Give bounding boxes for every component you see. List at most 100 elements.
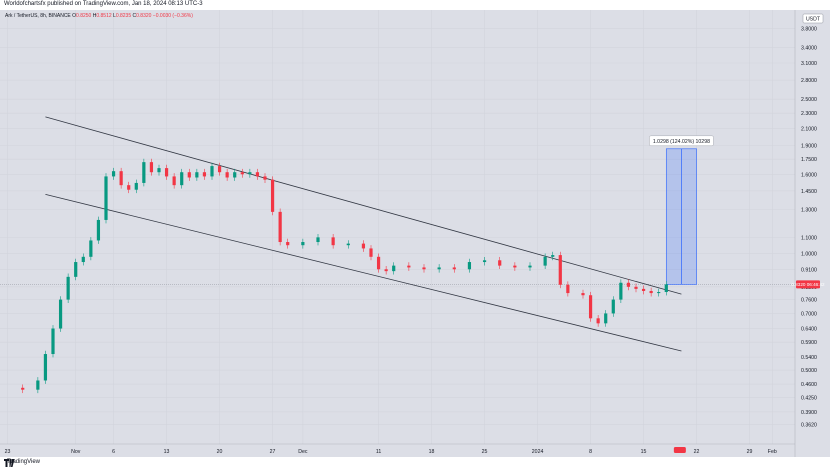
y-tick-label: 3.1000 [801, 61, 817, 67]
candle-body [217, 166, 222, 173]
y-tick-label: 3.8000 [801, 27, 817, 33]
candle-body [119, 171, 123, 186]
x-tick-label: 6 [112, 449, 115, 455]
candle-body [286, 242, 290, 246]
candle-body [96, 219, 101, 241]
candle-body [619, 282, 623, 300]
x-tick-label: 13 [164, 449, 170, 455]
x-tick-label: 27 [270, 449, 276, 455]
x-tick-label: 25 [482, 449, 488, 455]
candle-body [566, 284, 570, 294]
candle-body [604, 313, 608, 324]
candle-body [611, 299, 615, 314]
y-tick-label: 1.6000 [801, 172, 817, 178]
tradingview-brand: TradingView [7, 459, 41, 465]
candle-body [384, 269, 388, 272]
candle-body [157, 168, 161, 173]
candle-body [127, 185, 131, 190]
y-tick-label: 0.5400 [801, 355, 817, 361]
legend-value: Ark / TetherUS, 8h, BINANCE [5, 13, 72, 19]
y-tick-label: 1.3000 [801, 207, 817, 213]
y-tick-label: 3.4000 [801, 45, 817, 51]
y-tick-label: 0.6400 [801, 327, 817, 333]
x-tick-label: 11 [376, 449, 381, 455]
chart-panel[interactable]: 3.8000 3.4000 3.1000 2.8000 2.5000 2.3000 2.10… [0, 10, 830, 457]
channel-trendline [45, 194, 682, 352]
y-tick-label: 0.7600 [801, 298, 817, 304]
candle-body [649, 290, 653, 294]
candle-body [21, 387, 25, 390]
candle-body [407, 265, 411, 268]
y-tick-label: 1.1000 [801, 235, 817, 241]
candle-body [422, 267, 426, 270]
y-tick-label: 2.5000 [801, 97, 817, 103]
candle-body [369, 248, 373, 257]
candle-body [513, 265, 517, 268]
y-tick-label: 0.7000 [801, 311, 817, 317]
candle-body [255, 172, 260, 177]
candle-body [164, 168, 169, 177]
footer: TradingView [4, 459, 41, 467]
candle-body [43, 354, 48, 381]
candle-body [111, 171, 116, 177]
x-tick-label: Nov [71, 449, 81, 455]
y-tick-label: 0.5000 [801, 368, 817, 374]
candle-body [172, 176, 176, 186]
candle-body [664, 284, 668, 293]
candle-body [104, 176, 108, 220]
price-axis-panel [795, 10, 830, 457]
x-tick-label: 18 [429, 449, 435, 455]
candle-body [202, 172, 207, 177]
legend-value: 0.8512 [96, 13, 113, 19]
candle-body [74, 262, 78, 277]
x-tick-label: 23 [5, 449, 11, 455]
candle-body [346, 243, 350, 246]
legend-value: H [93, 13, 97, 19]
candle-body [36, 380, 40, 390]
candle-body [437, 267, 441, 270]
candle-body [626, 282, 631, 287]
candle-body [210, 166, 214, 177]
price-range-label-box [649, 135, 714, 147]
candle-body [581, 293, 585, 296]
candle-body [51, 328, 55, 355]
candle-body [301, 242, 305, 246]
candle-body [225, 172, 229, 178]
channel-trendline [45, 116, 682, 295]
y-tick-label: 1.9000 [801, 143, 817, 149]
candle-body [452, 267, 456, 270]
candle-body [270, 179, 275, 212]
candle-body [149, 162, 154, 173]
y-tick-label: 0.4600 [801, 382, 817, 388]
legend-value: O [72, 13, 76, 19]
candle-body [657, 292, 661, 294]
candle-body [528, 265, 532, 268]
candle-body [66, 276, 70, 300]
candle-body [263, 176, 267, 180]
candle-body [316, 237, 320, 243]
x-tick-label: 8 [589, 449, 592, 455]
published-line: Worldofchartsfx published on TradingView… [4, 1, 203, 7]
x-tick-label: Feb [768, 449, 777, 455]
x-tick-label: 22 [694, 449, 700, 455]
candle-body [588, 295, 593, 319]
candle-body [89, 240, 93, 257]
y-tick-label: 0.3900 [801, 410, 817, 416]
timezone-badge-icon [673, 447, 686, 453]
last-price-tag-text: 0.8320 06:46:42 [791, 282, 825, 287]
legend-value: C [133, 13, 137, 19]
price-chart[interactable]: 3.8000 3.4000 3.1000 2.8000 2.5000 2.3000 2.10… [0, 10, 830, 457]
candle-body [278, 211, 282, 243]
legend-value: −0.0030 (−0.36%) [153, 13, 193, 19]
legend-value: 0.8235 [116, 13, 133, 19]
x-tick-label: 20 [217, 449, 223, 455]
y-tick-label: 0.4250 [801, 395, 817, 401]
y-tick-label: 0.3620 [801, 422, 817, 428]
last-price-tag [796, 280, 820, 289]
candle-body [641, 288, 646, 291]
candle-body [543, 256, 547, 266]
currency-box [802, 13, 824, 24]
y-tick-label: 1.0000 [801, 251, 817, 257]
candle-body [596, 318, 600, 324]
candle-body [58, 299, 63, 329]
